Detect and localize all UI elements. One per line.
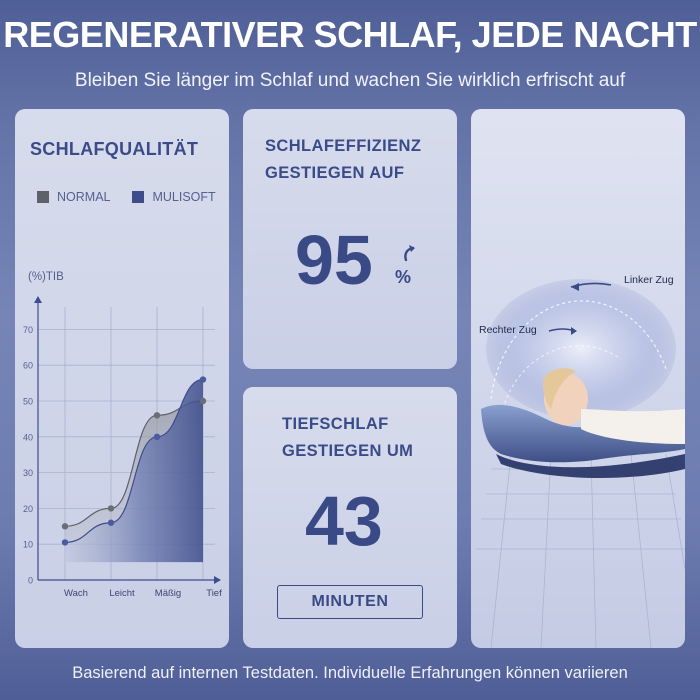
page-subtitle: Bleiben Sie länger im Schlaf und wachen …	[74, 70, 626, 91]
y-axis-label: (%)TIB	[28, 271, 64, 283]
data-point-normal	[199, 397, 207, 405]
data-point-mulisoft	[153, 433, 161, 440]
page-title: REGENERATIVER SCHLAF, JEDE NACHT	[3, 14, 697, 55]
y-tick-label: 30	[23, 468, 33, 478]
x-tick-label: Tief	[206, 588, 222, 599]
x-tick-label: Mäßig	[155, 588, 181, 599]
legend-label-mulisoft: MULISOFT	[152, 190, 216, 204]
deep-sleep-title-line2: GESTIEGEN UM	[282, 442, 414, 460]
chart-legend: NORMAL MULISOFT	[37, 190, 238, 204]
sleep-efficiency-unit: %	[395, 267, 412, 287]
arrow-up-icon	[404, 245, 415, 262]
sleep-efficiency-title-line1: SCHLAFEFFIZIENZ	[265, 137, 422, 155]
legend-label-normal: NORMAL	[57, 190, 111, 204]
data-point-normal	[153, 412, 161, 419]
data-point-mulisoft	[61, 539, 69, 546]
person-body	[581, 409, 685, 444]
pillow-illustration	[476, 279, 685, 648]
y-tick-label: 60	[23, 361, 33, 371]
y-tick-label: 70	[23, 325, 33, 335]
data-point-normal	[61, 523, 69, 530]
x-tick-label: Wach	[64, 588, 88, 599]
y-tick-label: 0	[28, 576, 33, 586]
x-tick-label: Leicht	[109, 588, 135, 599]
floor-grid	[476, 453, 685, 648]
disclaimer-note: Basierend auf internen Testdaten. Indivi…	[72, 664, 628, 682]
sleep-quality-chart: 0 10 20 30 40 50 60 70 (%)TIB Wach Leicht Mäßig Tief	[23, 271, 222, 599]
data-point-normal	[107, 505, 115, 512]
right-pull-label: Rechter Zug	[479, 324, 537, 336]
legend-swatch-mulisoft	[132, 191, 145, 203]
series-area-mulisoft	[65, 379, 203, 563]
data-point-mulisoft	[199, 376, 207, 383]
deep-sleep-title-line1: TIEFSCHLAF	[282, 415, 389, 433]
sleep-efficiency-card: SCHLAFEFFIZIENZ GESTIEGEN AUF 95 %	[243, 109, 457, 369]
left-pull-label: Linker Zug	[624, 274, 674, 286]
series-line-normal	[64, 400, 204, 527]
y-tick-label: 20	[23, 504, 33, 514]
data-point-mulisoft	[107, 519, 115, 526]
sleep-quality-title: SCHLAFQUALITÄT	[30, 139, 199, 159]
sleep-efficiency-title-line2: GESTIEGEN AUF	[265, 164, 405, 182]
sleep-efficiency-title: SCHLAFEFFIZIENZ GESTIEGEN AUF	[265, 133, 421, 187]
y-tick-label: 50	[23, 397, 33, 407]
legend-swatch-normal	[37, 191, 49, 203]
deep-sleep-unit-box: MINUTEN	[277, 585, 423, 619]
deep-sleep-card: TIEFSCHLAF GESTIEGEN UM 43 MINUTEN	[243, 387, 457, 648]
y-tick-label: 10	[23, 540, 33, 550]
product-illustration-card: Linker Zug Rechter Zug	[471, 109, 685, 648]
deep-sleep-title: TIEFSCHLAF GESTIEGEN UM	[282, 411, 413, 465]
y-axis-arrow	[34, 296, 42, 303]
x-axis-arrow	[214, 576, 221, 584]
series-line-mulisoft	[64, 378, 204, 544]
y-tick-label: 40	[23, 432, 33, 442]
deep-sleep-value: 43	[305, 482, 383, 560]
sleep-efficiency-value: 95	[295, 221, 373, 299]
sleep-quality-card: SCHLAFQUALITÄT NORMAL MULISOFT 0 10 20 30 40…	[15, 109, 229, 648]
